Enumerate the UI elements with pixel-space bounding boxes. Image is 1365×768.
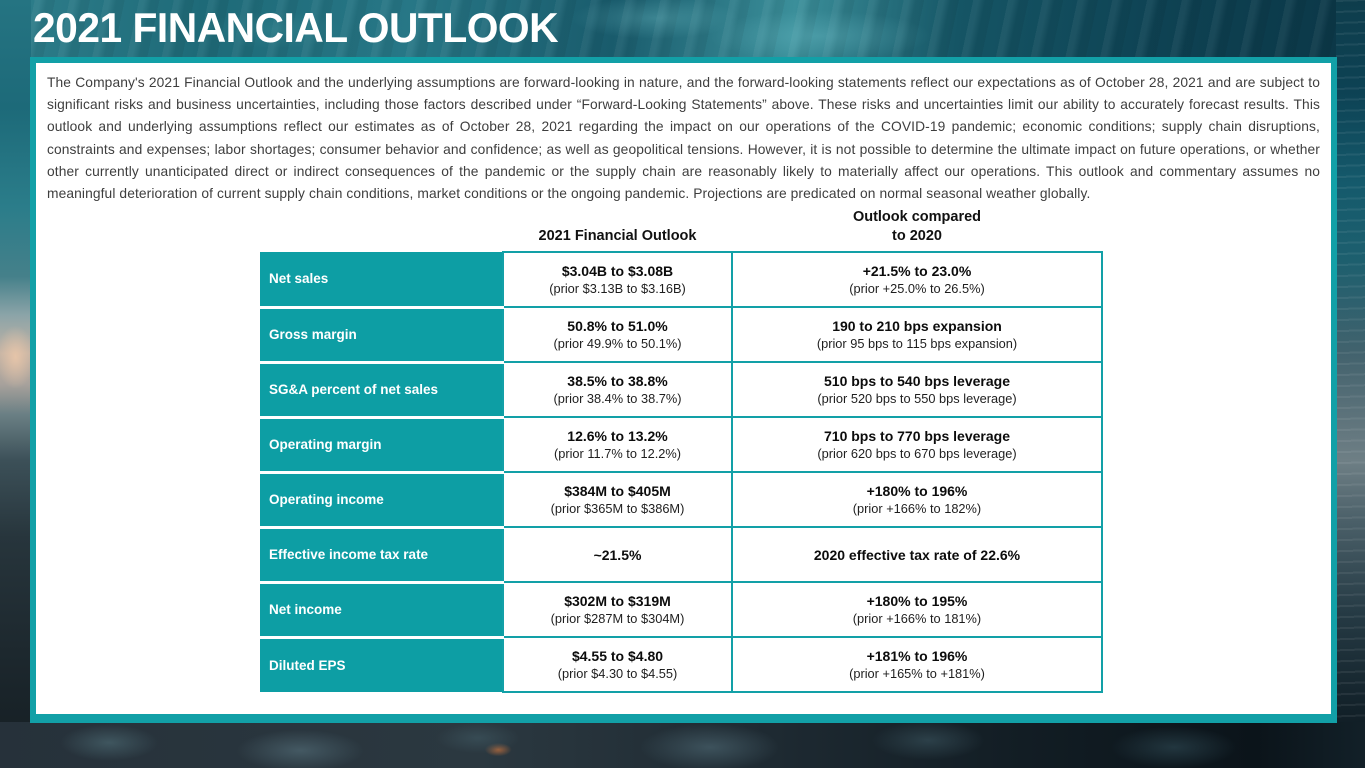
outlook-value: ~21.5%	[593, 546, 642, 563]
outlook-cell: $384M to $405M (prior $365M to $386M)	[502, 471, 733, 529]
comparison-value: +181% to 196%	[866, 648, 968, 665]
outlook-value: 12.6% to 13.2%	[567, 428, 668, 445]
outlook-cell: $3.04B to $3.08B (prior $3.13B to $3.16B…	[502, 251, 733, 309]
row-label: Operating margin	[260, 415, 503, 474]
outlook-prior: (prior 11.7% to 12.2%)	[553, 446, 682, 462]
table-row: Gross margin 50.8% to 51.0% (prior 49.9%…	[260, 305, 1103, 364]
row-label: Effective income tax rate	[260, 525, 503, 584]
table-header-row: 2021 Financial Outlook Outlook compared …	[260, 205, 1102, 251]
table-row: Net income $302M to $319M (prior $287M t…	[260, 580, 1103, 639]
comparison-value: +180% to 196%	[866, 483, 968, 500]
background-ocean-right	[1336, 0, 1365, 768]
outlook-value: $384M to $405M	[564, 483, 671, 500]
background-sunset-left	[0, 0, 31, 768]
table-row: SG&A percent of net sales 38.5% to 38.8%…	[260, 360, 1103, 419]
row-label: SG&A percent of net sales	[260, 360, 503, 419]
row-label: Net sales	[260, 252, 503, 309]
outlook-value: 38.5% to 38.8%	[567, 373, 668, 390]
comparison-cell: +181% to 196% (prior +165% to +181%)	[731, 636, 1103, 694]
column-header-compared-line2: to 2020	[892, 228, 942, 245]
outlook-cell: 12.6% to 13.2% (prior 11.7% to 12.2%)	[502, 416, 733, 474]
outlook-table: 2021 Financial Outlook Outlook compared …	[260, 205, 1103, 694]
comparison-prior: (prior +25.0% to 26.5%)	[849, 281, 985, 297]
outlook-cell: ~21.5%	[502, 526, 733, 584]
comparison-value: +21.5% to 23.0%	[862, 263, 972, 280]
column-header-outlook: 2021 Financial Outlook	[538, 228, 697, 245]
table-row: Effective income tax rate ~21.5% 2020 ef…	[260, 525, 1103, 584]
table-row: Operating income $384M to $405M (prior $…	[260, 470, 1103, 529]
comparison-cell: 2020 effective tax rate of 22.6%	[731, 526, 1103, 584]
comparison-value: 710 bps to 770 bps leverage	[824, 428, 1010, 445]
outlook-table-grid: Net sales $3.04B to $3.08B (prior $3.13B…	[260, 251, 1103, 694]
comparison-cell: 710 bps to 770 bps leverage (prior 620 b…	[731, 416, 1103, 474]
outlook-value: 50.8% to 51.0%	[567, 318, 668, 335]
comparison-cell: 510 bps to 540 bps leverage (prior 520 b…	[731, 361, 1103, 419]
comparison-prior: (prior 95 bps to 115 bps expansion)	[816, 336, 1018, 352]
comparison-cell: 190 to 210 bps expansion (prior 95 bps t…	[731, 306, 1103, 364]
comparison-value: 510 bps to 540 bps leverage	[824, 373, 1010, 390]
outlook-cell: $4.55 to $4.80 (prior $4.30 to $4.55)	[502, 636, 733, 694]
disclaimer-text: The Company's 2021 Financial Outlook and…	[47, 75, 1320, 202]
comparison-cell: +180% to 195% (prior +166% to 181%)	[731, 581, 1103, 639]
outlook-value: $4.55 to $4.80	[571, 648, 664, 665]
outlook-prior: (prior 38.4% to 38.7%)	[553, 391, 682, 407]
outlook-prior: (prior $4.30 to $4.55)	[557, 666, 678, 682]
outlook-prior: (prior $287M to $304M)	[550, 611, 685, 627]
comparison-prior: (prior +165% to +181%)	[849, 666, 985, 682]
comparison-cell: +21.5% to 23.0% (prior +25.0% to 26.5%)	[731, 251, 1103, 309]
row-label: Gross margin	[260, 305, 503, 364]
outlook-value: $302M to $319M	[564, 593, 671, 610]
outlook-prior: (prior $365M to $386M)	[550, 501, 685, 517]
comparison-prior: (prior 520 bps to 550 bps leverage)	[817, 391, 1017, 407]
comparison-cell: +180% to 196% (prior +166% to 182%)	[731, 471, 1103, 529]
outlook-cell: $302M to $319M (prior $287M to $304M)	[502, 581, 733, 639]
comparison-value: +180% to 195%	[866, 593, 968, 610]
outlook-cell: 38.5% to 38.8% (prior 38.4% to 38.7%)	[502, 361, 733, 419]
outlook-prior: (prior 49.9% to 50.1%)	[553, 336, 682, 352]
page-title: 2021 FINANCIAL OUTLOOK	[33, 4, 559, 51]
table-row: Net sales $3.04B to $3.08B (prior $3.13B…	[260, 251, 1103, 309]
table-row: Diluted EPS $4.55 to $4.80 (prior $4.30 …	[260, 635, 1103, 694]
comparison-prior: (prior 620 bps to 670 bps leverage)	[817, 446, 1017, 462]
row-label: Operating income	[260, 470, 503, 529]
comparison-value: 190 to 210 bps expansion	[832, 318, 1002, 335]
comparison-value: 2020 effective tax rate of 22.6%	[813, 546, 1021, 563]
outlook-prior: (prior $3.13B to $3.16B)	[549, 281, 686, 297]
comparison-prior: (prior +166% to 182%)	[852, 501, 982, 517]
row-label: Net income	[260, 580, 503, 639]
outlook-cell: 50.8% to 51.0% (prior 49.9% to 50.1%)	[502, 306, 733, 364]
row-label: Diluted EPS	[260, 635, 503, 693]
outlook-value: $3.04B to $3.08B	[561, 263, 674, 280]
column-header-compared: Outlook compared to 2020	[732, 208, 1102, 246]
background-rocks-bottom	[0, 722, 1365, 768]
background-ocean-top	[0, 0, 1365, 60]
content-panel: The Company's 2021 Financial Outlook and…	[30, 57, 1337, 723]
comparison-prior: (prior +166% to 181%)	[852, 611, 982, 627]
table-row: Operating margin 12.6% to 13.2% (prior 1…	[260, 415, 1103, 474]
column-header-compared-line1: Outlook compared	[852, 209, 982, 226]
